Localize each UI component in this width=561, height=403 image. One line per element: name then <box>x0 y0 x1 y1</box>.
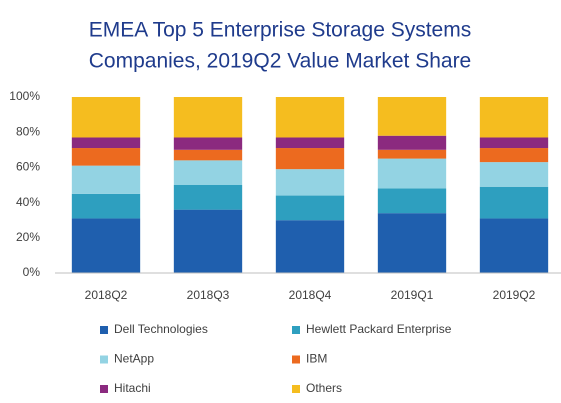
bar-segment <box>479 137 549 149</box>
legend-label: Hitachi <box>114 381 151 395</box>
bar-segment <box>173 209 243 273</box>
y-tick-label: 20% <box>16 230 40 244</box>
bar-segment <box>377 97 447 136</box>
legend-label: IBM <box>306 352 327 366</box>
legend-swatch <box>292 355 300 364</box>
bar-segment <box>71 218 141 273</box>
bar-segment <box>173 160 243 185</box>
legend-label: Others <box>306 381 342 395</box>
x-tick-label: 2018Q2 <box>85 288 128 302</box>
x-tick-label: 2019Q2 <box>493 288 536 302</box>
bar-segment <box>71 165 141 194</box>
x-tick-label: 2018Q3 <box>187 288 230 302</box>
bar-segment <box>275 97 345 138</box>
legend-label: Dell Technologies <box>114 322 208 336</box>
legend-swatch <box>100 385 108 393</box>
legend-swatch <box>292 385 300 393</box>
bar-segment <box>275 137 345 149</box>
bar-segment <box>275 195 345 221</box>
x-tick-label: 2018Q4 <box>289 288 332 302</box>
bar-segment <box>71 97 141 138</box>
legend-label: Hewlett Packard Enterprise <box>306 322 452 336</box>
y-tick-label: 60% <box>16 160 40 174</box>
bar-segment <box>71 137 141 149</box>
bar-segment <box>377 135 447 150</box>
y-tick-label: 0% <box>23 265 41 279</box>
y-tick-label: 80% <box>16 124 40 138</box>
bar-segment <box>479 148 549 163</box>
bar-segment <box>71 148 141 166</box>
bar-segment <box>173 97 243 138</box>
y-tick-label: 40% <box>16 195 40 209</box>
bar-segment <box>275 148 345 170</box>
x-tick-label: 2019Q1 <box>391 288 434 302</box>
bar-segment <box>275 220 345 273</box>
bar-segment <box>275 169 345 196</box>
bar-segment <box>377 188 447 214</box>
bar-segment <box>173 185 243 210</box>
bar-segment <box>479 162 549 187</box>
bar-segment <box>479 97 549 138</box>
legend-label: NetApp <box>114 352 154 366</box>
bar-segment <box>479 186 549 219</box>
y-tick-label: 100% <box>9 89 40 103</box>
legend-swatch <box>100 326 108 334</box>
bar-segment <box>173 137 243 150</box>
bar-segment <box>377 158 447 189</box>
bar-segment <box>71 193 141 219</box>
bar-segment <box>377 149 447 159</box>
bar-segment <box>479 218 549 273</box>
legend-swatch <box>292 326 300 334</box>
chart-title: Companies, 2019Q2 Value Market Share <box>89 50 472 73</box>
chart-title: EMEA Top 5 Enterprise Storage Systems <box>89 19 471 42</box>
bar-segment <box>173 149 243 161</box>
legend-swatch <box>100 355 108 364</box>
bar-segment <box>377 213 447 273</box>
